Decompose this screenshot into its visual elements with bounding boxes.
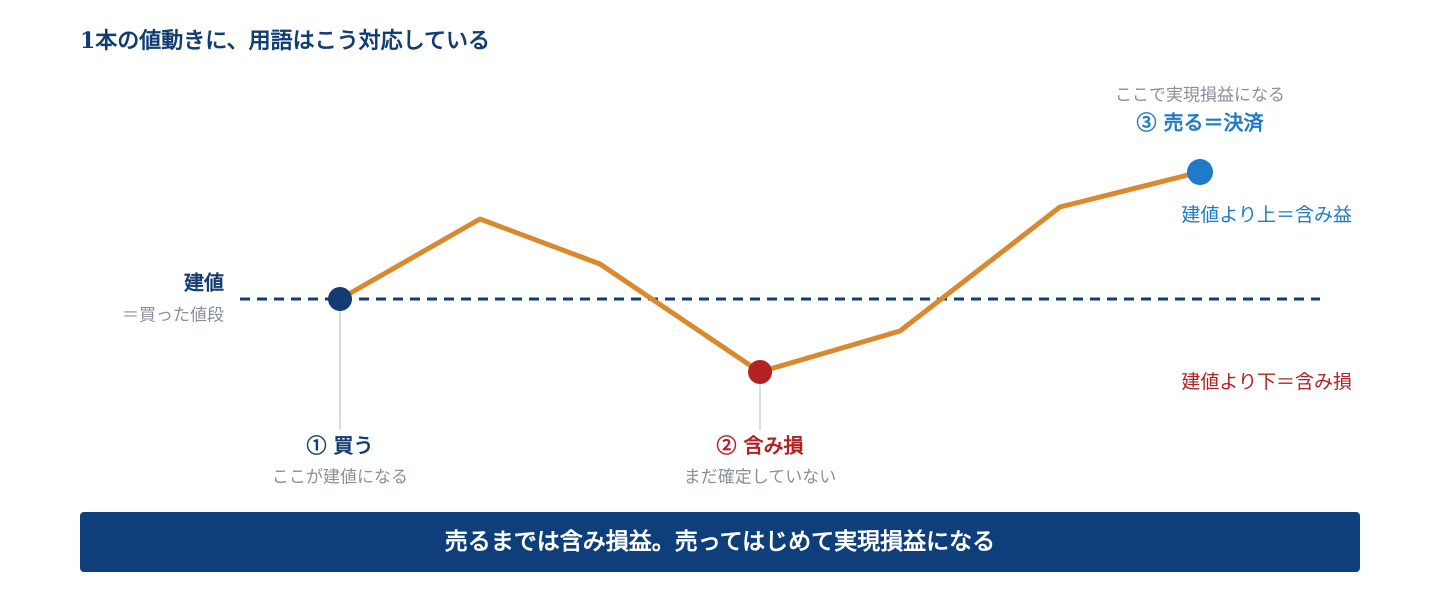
point-note: ここで実現損益になる: [1115, 86, 1285, 106]
zone-below: 建値より下＝含み損: [1181, 371, 1352, 393]
title: 1本の値動きに、用語はこう対応している: [80, 28, 490, 54]
footer-box: [80, 512, 1360, 572]
point-label: ③ 売る＝決済: [1137, 111, 1265, 135]
footer-text: 売るまでは含み損益。売ってはじめて実現損益になる: [445, 528, 995, 555]
loss-dot: [748, 360, 772, 384]
buy-dot: [328, 287, 352, 311]
point-note: まだ確定していない: [684, 468, 837, 488]
point-label: ① 買う: [307, 434, 374, 458]
point-note: ここが建値になる: [272, 468, 408, 488]
zone-above: 建値より上＝含み益: [1181, 204, 1352, 226]
point-label: ② 含み損: [717, 434, 805, 458]
baseline-sublabel: ＝買った値段: [122, 306, 224, 326]
price-line: [337, 169, 1203, 375]
baseline-label: 建値: [183, 271, 224, 295]
sell-dot: [1187, 159, 1213, 185]
